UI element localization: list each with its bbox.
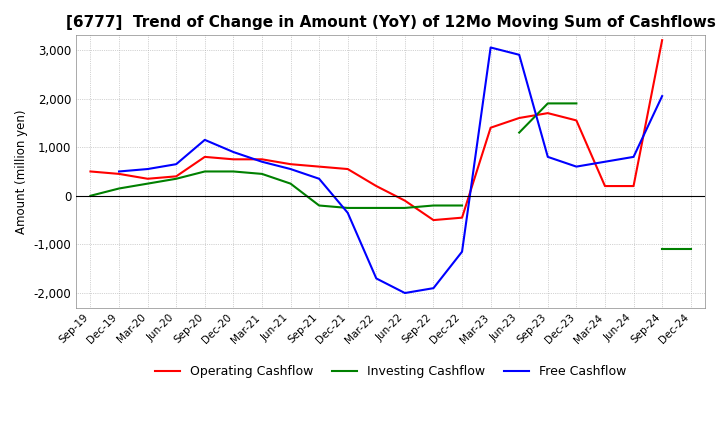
Legend: Operating Cashflow, Investing Cashflow, Free Cashflow: Operating Cashflow, Investing Cashflow, …	[150, 360, 631, 383]
Title: [6777]  Trend of Change in Amount (YoY) of 12Mo Moving Sum of Cashflows: [6777] Trend of Change in Amount (YoY) o…	[66, 15, 716, 30]
Y-axis label: Amount (million yen): Amount (million yen)	[15, 109, 28, 234]
